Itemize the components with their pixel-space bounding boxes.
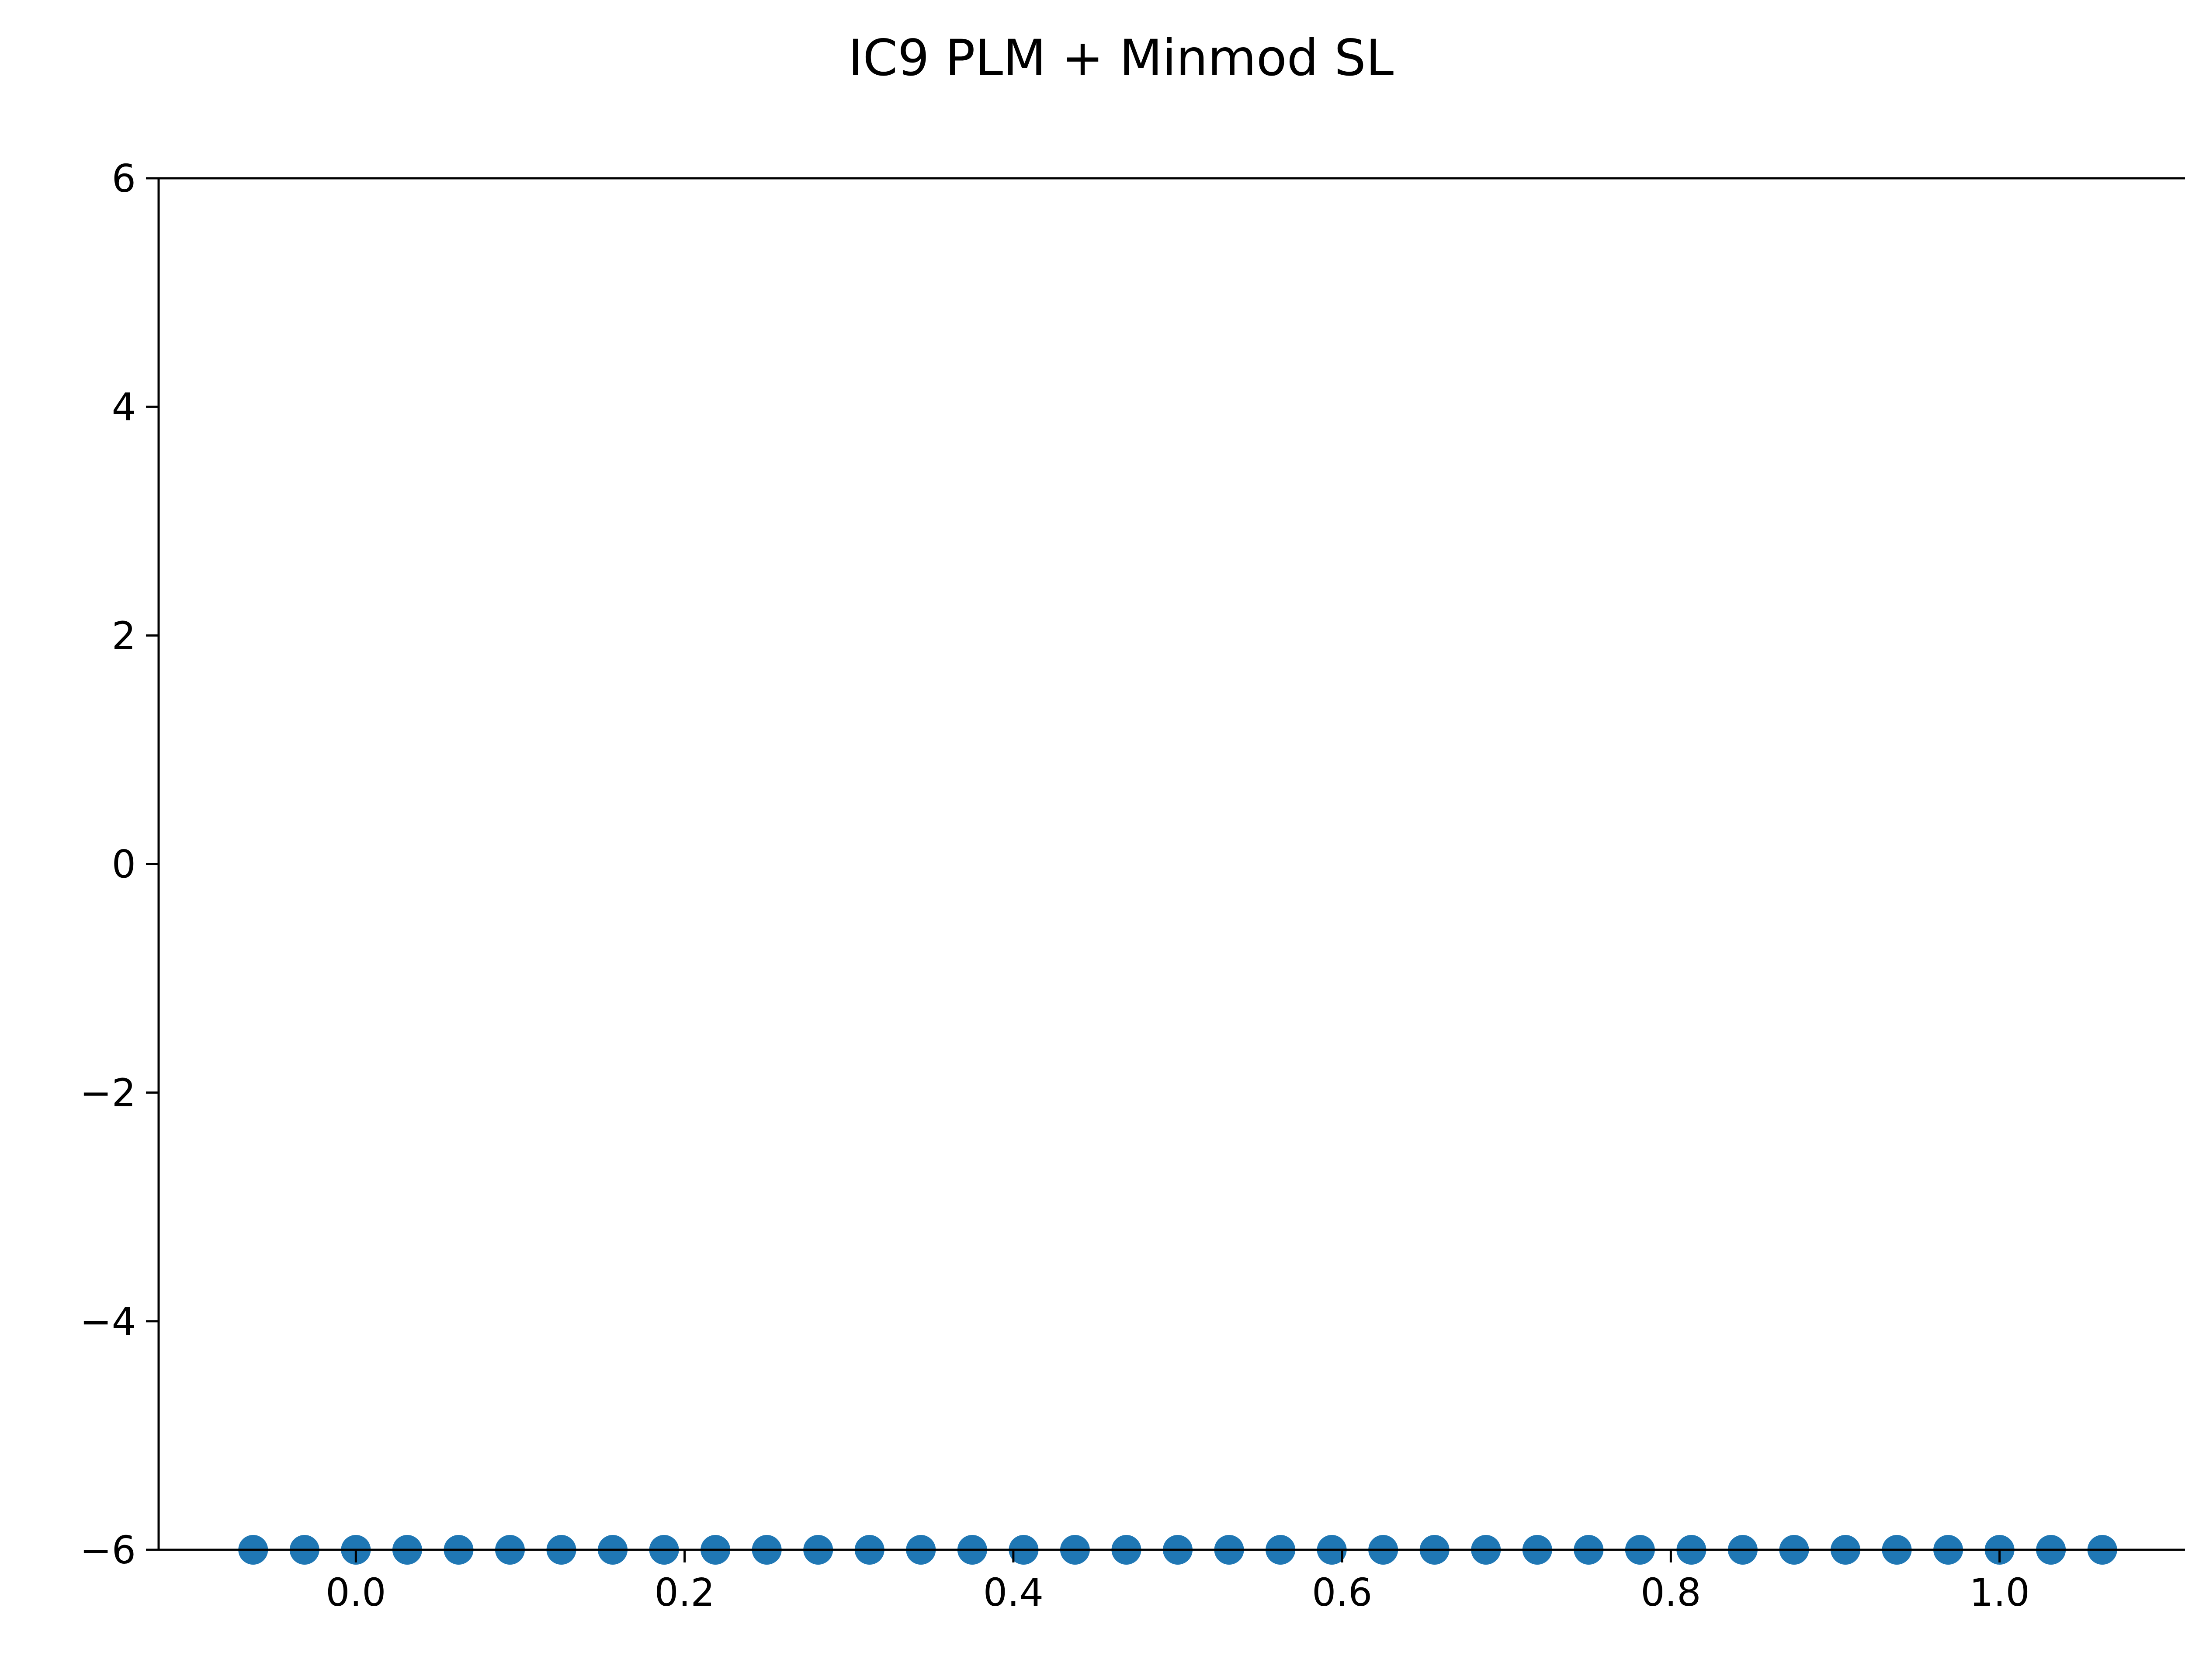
x-tick-label: 0.6: [1312, 1570, 1372, 1615]
x-tick-label: 0.0: [326, 1570, 386, 1615]
y-tick-label: 2: [112, 613, 136, 658]
plot-area: 0.0 0.2 0.4 0.6 0.8 1.0 −6 −4 −2 0 2 4 6: [80, 156, 2185, 1615]
y-tick-label: 4: [112, 385, 136, 430]
y-tick-label: −6: [80, 1528, 136, 1573]
y-tick-label: −4: [80, 1299, 136, 1344]
x-tick-label: 1.0: [1969, 1570, 2029, 1615]
y-tick-label: 6: [112, 156, 136, 201]
x-tick-label: 0.8: [1640, 1570, 1701, 1615]
chart-title: IC9 PLM + Minmod SL: [848, 29, 1394, 87]
y-tick-label: 0: [112, 842, 136, 887]
x-tick-label: 0.4: [983, 1570, 1044, 1615]
x-tick-label: 0.2: [654, 1570, 714, 1615]
y-tick-label: −2: [80, 1071, 136, 1115]
